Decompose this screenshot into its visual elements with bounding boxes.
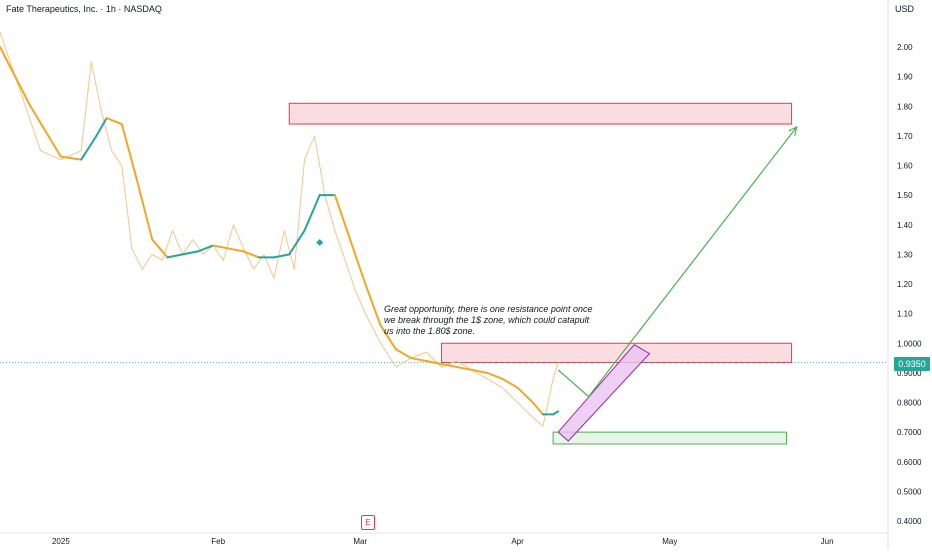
moving-average-segment bbox=[196, 244, 215, 253]
projection-path bbox=[557, 126, 798, 398]
moving-average-segment bbox=[303, 194, 321, 232]
y-tick-label: 0.8000 bbox=[897, 399, 922, 408]
last-price-badge: 0.9350 bbox=[894, 357, 930, 371]
moving-average-segment bbox=[242, 250, 260, 259]
moving-average-segment bbox=[105, 117, 123, 126]
resistance-zone bbox=[288, 102, 793, 125]
price-line bbox=[0, 32, 559, 427]
y-tick-label: 1.40 bbox=[897, 221, 913, 230]
y-tick-label: 0.9000 bbox=[897, 369, 922, 378]
y-tick-label: 1.20 bbox=[897, 280, 913, 289]
moving-average-segment bbox=[29, 105, 62, 158]
x-tick-label: 2025 bbox=[52, 537, 70, 546]
resistance-zone bbox=[440, 342, 793, 364]
y-tick-label: 0.5000 bbox=[897, 487, 922, 496]
moving-average-segment bbox=[333, 194, 352, 241]
y-tick-label: 0.6000 bbox=[897, 458, 922, 467]
y-tick-label: 2.00 bbox=[897, 43, 913, 52]
moving-average-segment bbox=[120, 123, 139, 182]
moving-average-segment bbox=[212, 244, 230, 250]
moving-average-segment bbox=[166, 253, 184, 259]
y-tick-label: 0.4000 bbox=[897, 517, 922, 526]
chart-title: Fate Therapeutics, Inc. · 1h · NASDAQ bbox=[6, 4, 162, 14]
moving-average-segment bbox=[410, 357, 428, 363]
moving-average-segment bbox=[181, 250, 199, 256]
moving-average-segment bbox=[455, 365, 473, 371]
moving-average-segment bbox=[364, 283, 382, 327]
moving-average-segment bbox=[486, 371, 504, 380]
earnings-marker[interactable]: E bbox=[361, 515, 375, 530]
x-tick-label: Mar bbox=[353, 537, 367, 546]
y-tick-label: 1.60 bbox=[897, 162, 913, 171]
channel-drawing bbox=[557, 344, 651, 442]
moving-average-segment bbox=[288, 229, 306, 256]
y-tick-label: 1.70 bbox=[897, 132, 913, 141]
annotation-note[interactable]: Great opportunity, there is one resistan… bbox=[384, 304, 593, 336]
y-tick-label: 0.7000 bbox=[897, 428, 922, 437]
moving-average-segment bbox=[501, 377, 519, 389]
support-zone bbox=[552, 431, 788, 445]
currency-label: USD bbox=[895, 4, 915, 14]
moving-average-segment bbox=[552, 410, 560, 416]
y-tick-label: 1.0000 bbox=[897, 339, 922, 348]
moving-average-segment bbox=[349, 238, 367, 285]
moving-average-segment bbox=[136, 179, 154, 241]
x-tick-label: Jun bbox=[821, 537, 834, 546]
moving-average-segment bbox=[151, 238, 169, 259]
x-tick-label: Feb bbox=[211, 537, 225, 546]
moving-average-segment bbox=[531, 401, 544, 416]
y-tick-label: 1.10 bbox=[897, 310, 913, 319]
y-tick-label: 1.50 bbox=[897, 191, 913, 200]
moving-average-segment bbox=[227, 247, 245, 253]
x-tick-label: Apr bbox=[511, 537, 524, 546]
y-tick-label: 1.30 bbox=[897, 250, 913, 259]
y-tick-label: 1.80 bbox=[897, 102, 913, 111]
moving-average-segment bbox=[379, 324, 397, 351]
moving-average-segment bbox=[394, 348, 413, 360]
moving-average-segment bbox=[59, 155, 83, 161]
moving-average-segment bbox=[470, 368, 489, 374]
signal-marker bbox=[316, 238, 324, 247]
projection-arrowhead bbox=[788, 125, 798, 136]
moving-average-segment bbox=[425, 360, 443, 365]
moving-average-segment bbox=[95, 117, 108, 137]
moving-average-segment bbox=[273, 253, 291, 259]
moving-average-segment bbox=[440, 362, 458, 368]
y-tick-label: 1.90 bbox=[897, 73, 913, 82]
moving-average-segment bbox=[0, 46, 32, 108]
moving-average-segment bbox=[80, 134, 98, 161]
moving-average-segment bbox=[516, 386, 534, 404]
x-tick-label: May bbox=[662, 537, 677, 546]
